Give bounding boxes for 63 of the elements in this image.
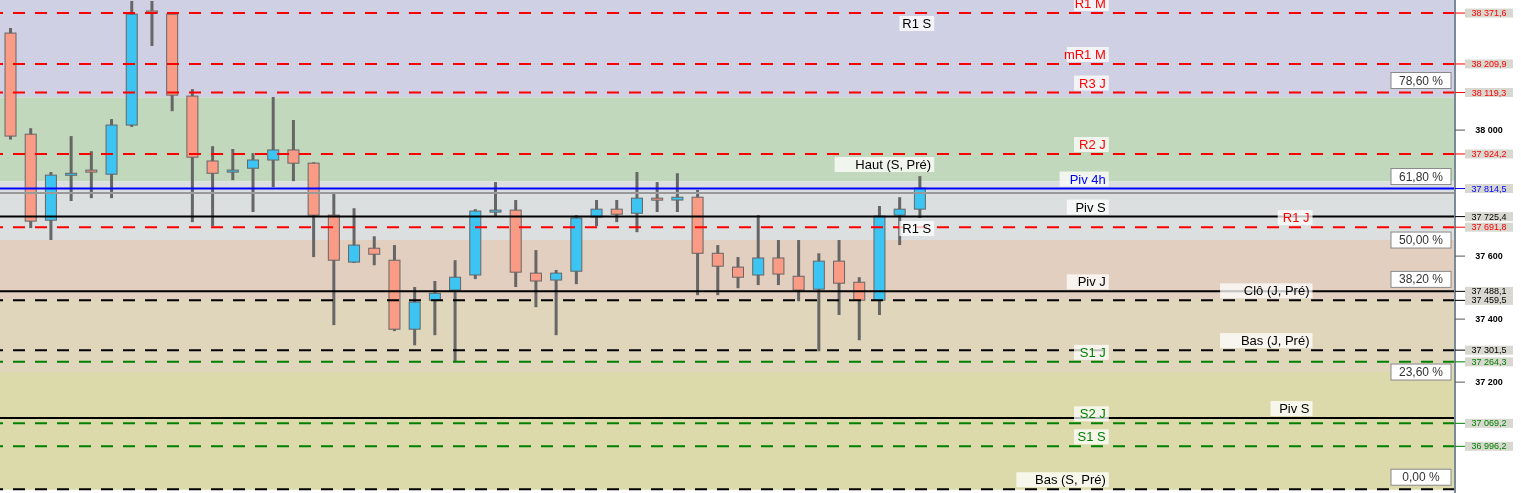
y-tick-label: 38 209,9 — [1471, 58, 1507, 69]
band-label: 0,00 % — [1402, 470, 1441, 485]
candlestick — [368, 236, 381, 267]
ref-line-label: R3 J — [1079, 75, 1106, 91]
band-label: 23,60 % — [1398, 365, 1444, 380]
candlestick — [752, 215, 765, 287]
annotation: R1 S — [902, 16, 932, 32]
ref-line-label: S1 S — [1077, 429, 1107, 445]
y-tick-label: 37 814,5 — [1471, 183, 1507, 194]
y-tick-label: 37 301,5 — [1471, 345, 1507, 356]
candlestick — [206, 146, 219, 228]
annotation: R1 S — [902, 220, 932, 236]
y-tick-label: 38 371,6 — [1471, 8, 1507, 19]
ref-line-label: Piv J — [1077, 274, 1106, 290]
candlestick — [732, 257, 744, 290]
y-tick-label: 37 400 — [1475, 314, 1503, 325]
ref-line-label: Clô (J, Pré) — [1243, 283, 1310, 299]
candlestick — [529, 250, 542, 309]
band-label: 50,00 % — [1398, 233, 1444, 248]
y-tick-label: 38 119,3 — [1471, 87, 1507, 98]
candlestick — [833, 240, 846, 316]
candlestick — [550, 269, 563, 337]
y-tick-label: 38 000 — [1475, 125, 1503, 136]
y-tick-label: 37 924,2 — [1471, 148, 1507, 159]
candlestick — [449, 260, 462, 363]
candlestick — [267, 97, 280, 189]
candlestick — [630, 172, 643, 234]
y-tick-label: 36 996,2 — [1471, 441, 1507, 452]
candlestick — [711, 245, 724, 297]
candlestick — [671, 173, 684, 213]
candlestick — [489, 182, 502, 217]
y-tick-label: 37 459,5 — [1471, 295, 1507, 306]
y-tick-label: 37 725,4 — [1471, 211, 1507, 222]
candlestick — [65, 136, 78, 201]
ref-line-label: R1 M — [1074, 0, 1106, 12]
ref-line-label: Piv S — [1279, 401, 1310, 417]
candlestick — [85, 151, 98, 200]
ref-line-label: Bas (S, Pré) — [1035, 472, 1106, 488]
ref-line-label: mR1 M — [1063, 46, 1106, 62]
candlestick — [610, 200, 623, 224]
y-tick-label: 37 200 — [1475, 377, 1503, 388]
candlestick — [772, 240, 785, 287]
ref-line-label: S2 J — [1079, 406, 1106, 422]
candlestick — [348, 208, 361, 264]
y-tick-label: 37 264,3 — [1471, 356, 1507, 367]
band-label: 78,60 % — [1398, 73, 1444, 88]
candlestick — [247, 153, 259, 213]
ref-line-label: S1 J — [1079, 344, 1106, 360]
candlestick — [226, 149, 239, 182]
y-tick-label: 37 691,8 — [1471, 222, 1507, 233]
y-tick-label: 37 600 — [1475, 251, 1503, 262]
ref-line-label: Piv 4h — [1069, 171, 1106, 187]
annotation: Haut (S, Pré) — [855, 157, 932, 173]
candlestick — [287, 120, 300, 183]
y-tick-label: 37 069,2 — [1471, 418, 1507, 429]
ref-line-label: R1 J — [1282, 210, 1310, 226]
ref-line-label: Bas (J, Pré) — [1240, 333, 1310, 349]
ref-line-label: R2 J — [1079, 136, 1106, 152]
band-label: 61,80 % — [1398, 169, 1444, 184]
band-label: 38,20 % — [1398, 272, 1444, 287]
candlestick — [792, 240, 805, 303]
y-tick-label: 37 488,1 — [1471, 286, 1507, 297]
ref-line-label: Piv S — [1075, 199, 1107, 215]
